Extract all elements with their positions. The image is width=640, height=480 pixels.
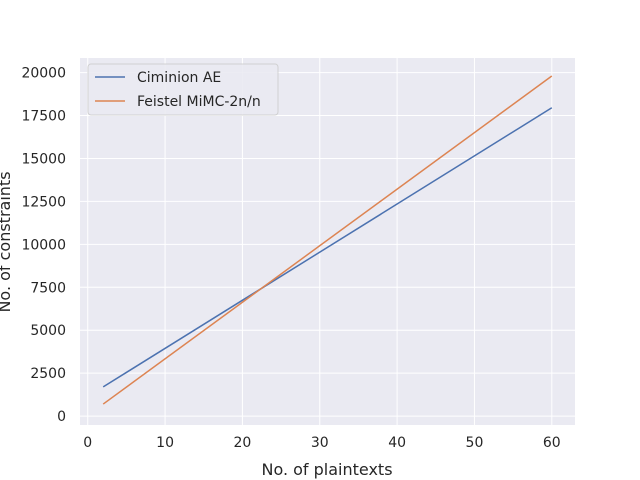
y-tick-label: 0 xyxy=(57,409,66,425)
series-lines xyxy=(102,75,553,405)
tick-labels: 0 10 20 30 40 50 60 0 2500 5000 7500 10000 12500 1500… xyxy=(21,66,560,451)
legend-box xyxy=(87,63,279,116)
grid xyxy=(80,58,575,425)
series-line-ciminion-ae xyxy=(102,107,553,388)
y-tick-label: 10000 xyxy=(21,237,66,253)
y-tick-label: 15000 xyxy=(21,151,66,167)
y-tick-label: 20000 xyxy=(21,66,66,82)
x-tick-label: 60 xyxy=(543,435,561,451)
y-tick-label: 5000 xyxy=(30,323,66,339)
y-axis-label: No. of constraints xyxy=(0,171,14,312)
y-tick-label: 17500 xyxy=(21,109,66,125)
x-tick-label: 40 xyxy=(388,435,406,451)
x-tick-label: 10 xyxy=(156,435,174,451)
y-tick-label: 2500 xyxy=(30,366,66,382)
x-tick-label: 0 xyxy=(83,435,92,451)
y-tick-label: 12500 xyxy=(21,194,66,210)
x-tick-label: 30 xyxy=(311,435,329,451)
legend-label-feistel-mimc: Feistel MiMC-2n/n xyxy=(137,94,261,110)
x-tick-label: 20 xyxy=(234,435,252,451)
y-tick-label: 7500 xyxy=(30,280,66,296)
x-tick-label: 50 xyxy=(466,435,484,451)
x-axis-label: No. of plaintexts xyxy=(261,460,392,479)
legend-label-ciminion-ae: Ciminion AE xyxy=(137,70,221,86)
legend: Ciminion AE Feistel MiMC-2n/n xyxy=(87,63,279,116)
series-line-feistel-mimc xyxy=(102,75,553,405)
